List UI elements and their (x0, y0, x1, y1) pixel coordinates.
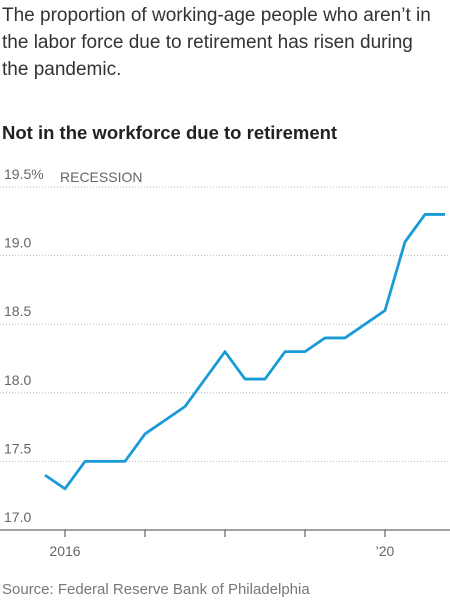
line (44, 213, 445, 491)
y-tick-label: 17.5 (4, 440, 31, 456)
subtitle: The proportion of working-age people who… (2, 5, 431, 80)
source: Source: Federal Reserve Bank of Philadel… (2, 581, 310, 598)
y-tick-label: 18.5 (4, 303, 31, 319)
y-tick-label: 19.5% (4, 166, 44, 182)
y-tick-label: 19.0 (4, 235, 31, 251)
chart-title: Not in the workforce due to retirement (2, 122, 337, 143)
y-tick-label: 18.0 (4, 372, 31, 388)
x-tick-label: ’20 (376, 543, 395, 559)
y-tick-label: 17.0 (4, 509, 31, 525)
annotation: RECESSION (60, 169, 142, 185)
x-tick-label: 2016 (49, 543, 80, 559)
